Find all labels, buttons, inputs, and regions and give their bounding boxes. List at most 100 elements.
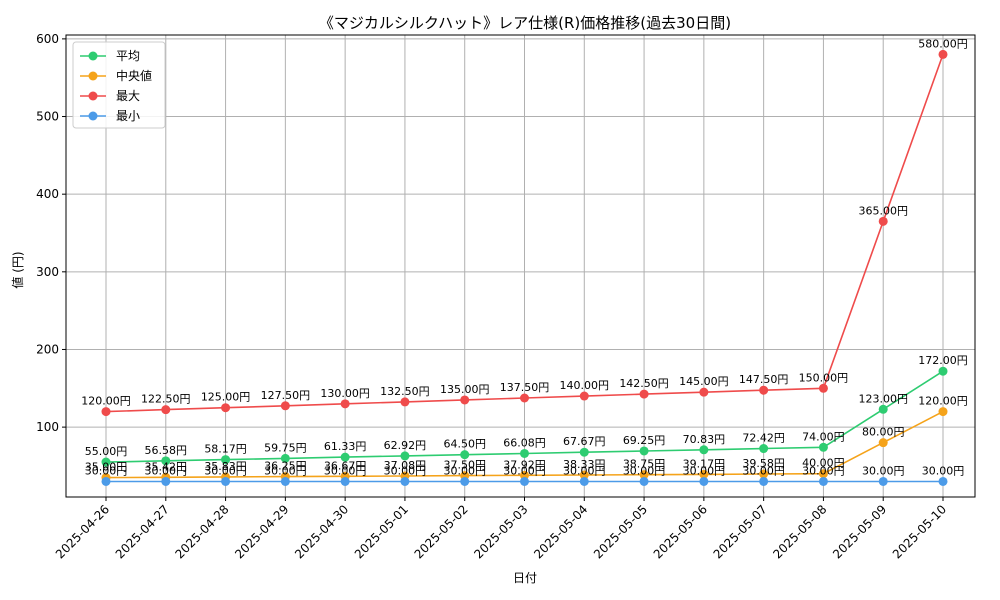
data-point <box>878 476 888 486</box>
grid <box>66 35 975 497</box>
data-label: 67.67円 <box>563 435 606 448</box>
data-label: 30.00円 <box>623 464 666 477</box>
data-label: 30.00円 <box>204 464 247 477</box>
data-label: 66.08円 <box>503 436 546 449</box>
data-label: 30.00円 <box>145 464 188 477</box>
data-label: 130.00円 <box>320 387 370 400</box>
data-label: 36.25円 <box>264 460 307 473</box>
data-point <box>818 476 828 486</box>
data-label: 62.92円 <box>384 439 427 452</box>
data-point <box>639 446 649 456</box>
data-label: 142.50円 <box>619 377 669 390</box>
data-label: 30.00円 <box>862 464 905 477</box>
data-point <box>280 453 290 463</box>
data-point <box>221 403 231 413</box>
data-point <box>280 476 290 486</box>
y-tick-label: 400 <box>36 187 59 201</box>
data-point <box>400 476 410 486</box>
data-point <box>699 387 709 397</box>
data-label: 35.00円 <box>85 461 128 474</box>
data-point <box>759 469 769 479</box>
data-label: 137.50円 <box>500 381 550 394</box>
data-label: 30.00円 <box>742 464 785 477</box>
x-tick-label: 2025-05-07 <box>711 502 770 561</box>
data-point <box>161 476 171 486</box>
data-label: 30.00円 <box>443 464 486 477</box>
y-axis: 100 200 300 400 500 600 <box>36 32 66 434</box>
y-axis-label: 値 (円) <box>10 251 25 288</box>
data-point <box>520 470 529 480</box>
y-tick-label: 100 <box>36 420 59 434</box>
data-label: 58.17円 <box>204 443 247 456</box>
data-point <box>221 476 231 486</box>
data-point <box>221 455 231 465</box>
y-tick-label: 300 <box>36 265 59 279</box>
x-tick-label: 2025-05-10 <box>890 502 949 561</box>
data-point <box>400 451 410 461</box>
data-label: 123.00円 <box>858 392 908 405</box>
data-label: 37.50円 <box>443 459 486 472</box>
x-tick-label: 2025-04-27 <box>113 502 172 561</box>
plot-area <box>65 34 976 498</box>
data-point <box>101 476 111 486</box>
data-labels: 55.00円 56.58円 58.17円 59.75円 61.33円 62.92円 64.5… <box>81 37 968 477</box>
data-point <box>639 470 649 480</box>
data-label: 30.00円 <box>503 464 546 477</box>
data-label: 35.42円 <box>145 460 188 473</box>
data-label: 140.00円 <box>560 379 610 392</box>
data-point <box>520 476 529 486</box>
data-point <box>818 383 828 393</box>
data-point <box>938 49 948 59</box>
data-label: 30.00円 <box>922 464 965 477</box>
data-point <box>161 456 171 466</box>
data-point <box>759 385 769 395</box>
data-label: 64.50円 <box>443 438 486 451</box>
data-label: 40.00円 <box>802 457 845 470</box>
legend-marker <box>88 71 98 81</box>
data-label: 36.67円 <box>324 459 367 472</box>
data-point <box>818 442 828 452</box>
legend-marker <box>88 51 98 61</box>
data-label: 125.00円 <box>201 391 251 404</box>
data-point <box>579 391 589 401</box>
data-point <box>101 457 111 467</box>
legend-entry: 最大 <box>116 89 140 103</box>
data-point <box>280 401 290 411</box>
legend-entry: 最小 <box>116 109 140 123</box>
data-point <box>579 470 589 480</box>
data-label: 39.58円 <box>742 457 785 470</box>
data-label: 30.00円 <box>384 464 427 477</box>
data-label: 145.00円 <box>679 375 729 388</box>
data-label: 122.50円 <box>141 393 191 406</box>
x-tick-label: 2025-05-09 <box>830 502 889 561</box>
data-label: 30.00円 <box>264 464 307 477</box>
data-point <box>579 476 589 486</box>
data-label: 147.50円 <box>739 373 789 386</box>
legend-marker <box>88 91 98 101</box>
x-tick-label: 2025-05-01 <box>352 502 411 561</box>
y-tick-label: 200 <box>36 342 59 356</box>
data-label: 38.33円 <box>563 458 606 471</box>
x-tick-label: 2025-05-02 <box>412 502 471 561</box>
x-tick-label: 2025-04-26 <box>53 502 112 561</box>
data-label: 80.00円 <box>862 426 905 439</box>
data-label: 38.75円 <box>623 458 666 471</box>
data-point <box>639 389 649 399</box>
x-tick-label: 2025-05-08 <box>770 502 829 561</box>
data-point <box>699 476 709 486</box>
data-point <box>938 476 948 486</box>
x-axis-label: 日付 <box>513 571 537 585</box>
data-point <box>639 476 649 486</box>
data-label: 39.17円 <box>683 457 726 470</box>
data-point <box>340 399 350 409</box>
data-label: 72.42円 <box>742 432 785 445</box>
data-point <box>340 452 350 462</box>
data-point <box>759 444 769 454</box>
x-axis: 2025-04-26 2025-04-27 2025-04-28 2025-04-29… <box>53 497 949 561</box>
data-point <box>579 447 589 457</box>
data-label: 580.00円 <box>918 37 968 50</box>
data-label: 120.00円 <box>81 395 131 408</box>
data-label: 172.00円 <box>918 354 968 367</box>
data-label: 70.83円 <box>683 433 726 446</box>
series-layer <box>101 49 948 486</box>
